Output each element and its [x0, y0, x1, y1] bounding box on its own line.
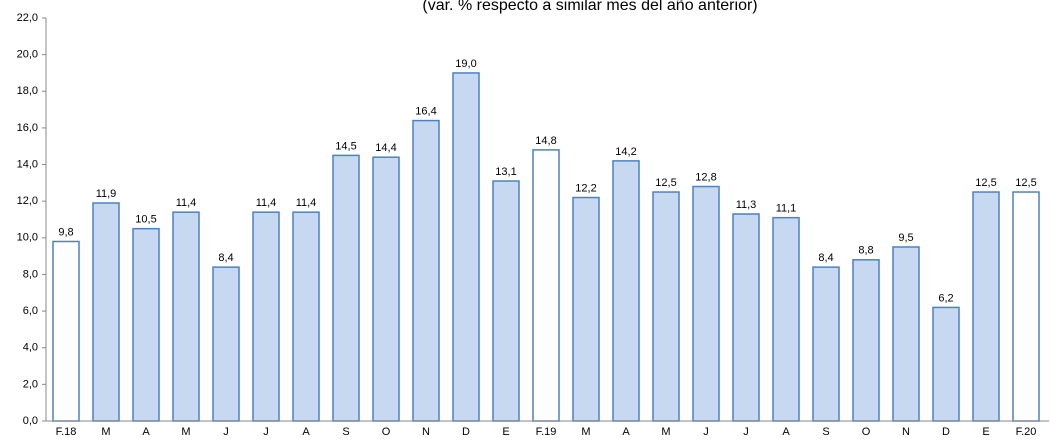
x-tick-label: S: [822, 426, 829, 438]
x-tick-label: D: [462, 426, 470, 438]
y-tick-label: 20,0: [17, 49, 38, 61]
bar: [532, 149, 560, 422]
y-tick-label: 8,0: [23, 268, 38, 280]
y-tick-label: 18,0: [17, 85, 38, 97]
x-tick-label: M: [101, 426, 110, 438]
y-tick-label: 14,0: [17, 158, 38, 170]
bar: [1012, 191, 1040, 422]
bar: [812, 266, 840, 422]
value-label: 8,4: [818, 252, 833, 264]
value-label: 11,9: [96, 188, 117, 200]
bar: [172, 211, 200, 422]
chart-subtitle: (var. % respecto a similar mes del año a…: [422, 0, 757, 14]
x-tick-label: M: [181, 426, 190, 438]
value-label: 14,8: [535, 135, 556, 147]
value-label: 14,2: [615, 146, 636, 158]
y-tick-label: 16,0: [17, 122, 38, 134]
value-label: 11,1: [776, 203, 797, 215]
x-tick-label: A: [782, 426, 790, 438]
value-label: 16,4: [415, 105, 436, 117]
value-label: 9,5: [898, 232, 913, 244]
bar: [692, 185, 720, 422]
bar: [772, 216, 800, 422]
x-tick-label: A: [622, 426, 630, 438]
value-label: 14,5: [335, 140, 356, 152]
x-tick-label: M: [581, 426, 590, 438]
bar: [332, 154, 360, 422]
value-label: 8,8: [858, 245, 873, 257]
bar: [972, 191, 1000, 422]
x-tick-label: J: [743, 426, 749, 438]
x-tick-label: N: [902, 426, 910, 438]
y-tick-label: 6,0: [23, 305, 38, 317]
x-tick-label: S: [342, 426, 349, 438]
bar: [92, 202, 120, 422]
bar: [892, 246, 920, 422]
value-label: 19,0: [455, 58, 476, 70]
value-label: 11,4: [176, 197, 197, 209]
x-tick-label: E: [502, 426, 509, 438]
x-tick-label: F.19: [536, 426, 557, 438]
bar: [412, 119, 440, 422]
bar: [612, 160, 640, 422]
bar: [212, 266, 240, 422]
x-tick-label: D: [942, 426, 950, 438]
x-tick-label: O: [862, 426, 871, 438]
value-label: 12,2: [575, 182, 596, 194]
value-label: 11,4: [256, 197, 277, 209]
value-label: 6,2: [938, 292, 953, 304]
bar: [732, 213, 760, 422]
value-label: 13,1: [495, 166, 516, 178]
x-tick-label: A: [142, 426, 150, 438]
value-label: 10,5: [135, 214, 156, 226]
bar: [572, 196, 600, 422]
bar: [52, 240, 80, 422]
value-label: 14,4: [375, 142, 396, 154]
x-tick-label: J: [263, 426, 269, 438]
bar: [292, 211, 320, 422]
y-tick-label: 0,0: [23, 415, 38, 427]
value-label: 12,5: [1015, 177, 1036, 189]
bar: [852, 259, 880, 422]
y-tick-label: 22,0: [17, 12, 38, 24]
value-label: 9,8: [58, 226, 73, 238]
bar: [132, 227, 160, 422]
value-label: 12,5: [655, 177, 676, 189]
value-label: 8,4: [218, 252, 233, 264]
value-label: 11,3: [736, 199, 757, 211]
y-tick-label: 10,0: [17, 232, 38, 244]
bar: [372, 156, 400, 422]
x-tick-label: F.20: [1016, 426, 1037, 438]
bar: [932, 306, 960, 422]
x-tick-label: N: [422, 426, 430, 438]
x-tick-label: J: [703, 426, 709, 438]
value-label: 12,8: [695, 171, 716, 183]
y-tick-label: 2,0: [23, 378, 38, 390]
y-tick-label: 12,0: [17, 195, 38, 207]
x-tick-label: F.18: [56, 426, 77, 438]
x-tick-label: J: [223, 426, 229, 438]
x-tick-label: O: [382, 426, 391, 438]
x-tick-label: E: [982, 426, 989, 438]
bar: [652, 191, 680, 422]
value-label: 12,5: [975, 177, 996, 189]
x-tick-label: M: [661, 426, 670, 438]
x-tick-label: A: [302, 426, 310, 438]
bar: [252, 211, 280, 422]
bar: [452, 72, 480, 422]
bar: [492, 180, 520, 422]
y-tick-label: 4,0: [23, 342, 38, 354]
value-label: 11,4: [296, 197, 317, 209]
